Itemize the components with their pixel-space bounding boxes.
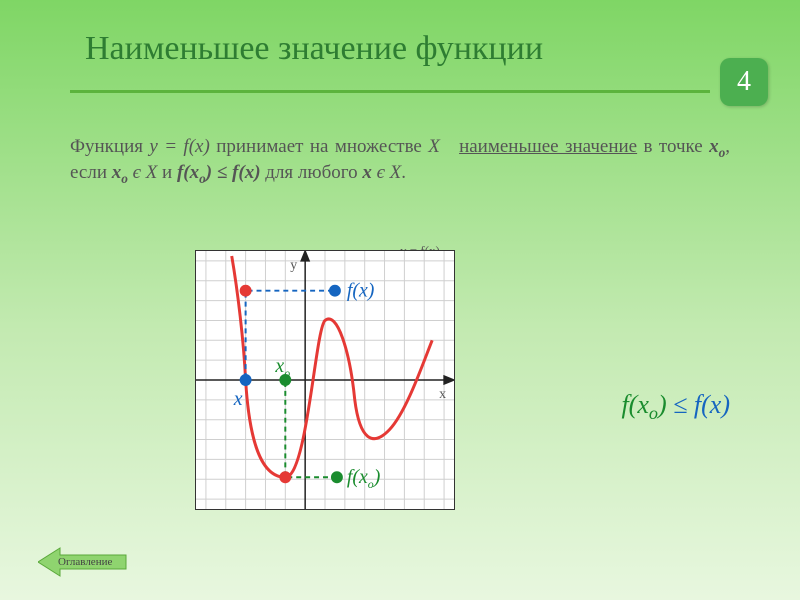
label-fx: f(x) (347, 280, 375, 302)
function-chart: x y f(x) xo x f(xo) (195, 250, 455, 510)
slide-number-badge: 4 (720, 58, 768, 106)
label-x: x (233, 388, 243, 410)
arrow-left-icon (38, 546, 128, 578)
page-title: Наименьшее значение функции (85, 30, 543, 68)
y-axis-label: y (290, 258, 297, 273)
title-underline (70, 90, 710, 93)
definition-text: Функция y = f(x) принимает на множестве … (70, 135, 730, 187)
label-fxo: f(xo) (347, 466, 380, 491)
toc-back-button[interactable] (38, 546, 128, 578)
point-fxo-green (331, 471, 343, 483)
point-fxo-red (279, 471, 291, 483)
point-fx-red (240, 285, 252, 297)
point-x-blue (240, 374, 252, 386)
x-axis-label: x (439, 387, 446, 402)
label-xo: xo (274, 355, 290, 380)
point-fx-blue (329, 285, 341, 297)
inequality-text: f(xo) ≤ f(x) (621, 390, 730, 424)
slide-number: 4 (737, 66, 751, 98)
